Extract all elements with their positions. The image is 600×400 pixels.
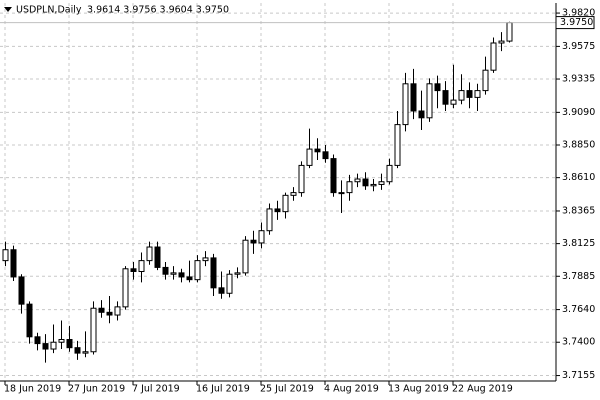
candle-body (490, 42, 497, 71)
candle-body (90, 307, 97, 353)
candle-body (10, 249, 17, 278)
x-tick-label: 16 Jul 2019 (196, 384, 250, 395)
candle-body (442, 90, 449, 105)
candle-body (306, 148, 313, 166)
x-tick-label: 7 Jul 2019 (132, 384, 180, 395)
candle-body (154, 246, 161, 268)
candle-body (42, 343, 49, 350)
candle-body (370, 183, 377, 187)
y-tick-label: 3.9090 (562, 107, 595, 118)
candle-body (226, 273, 233, 294)
candle-body (250, 239, 257, 244)
candle-body (418, 110, 425, 119)
candle-body (274, 208, 281, 213)
x-tick-label: 18 Jun 2019 (4, 384, 61, 395)
candle-body (434, 83, 441, 92)
x-tick-label: 13 Aug 2019 (388, 384, 449, 395)
candle-body (98, 307, 105, 313)
candle-body (482, 69, 489, 92)
candle-body (394, 124, 401, 166)
y-tick-label: 3.8850 (562, 140, 595, 151)
y-tick-label: 3.8610 (562, 172, 595, 183)
candle-body (466, 90, 473, 98)
candle-body (74, 347, 81, 354)
y-tick-label: 3.7885 (562, 271, 595, 282)
y-tick-label: 3.7155 (562, 370, 595, 381)
candle-body (282, 194, 289, 213)
last-price-label: 3.9750 (560, 17, 593, 28)
candle-body (202, 257, 209, 262)
candle-body (426, 83, 433, 119)
candle-body (266, 208, 273, 232)
candle-body (218, 287, 225, 294)
candle-body (18, 276, 25, 305)
x-tick-label: 27 Jun 2019 (68, 384, 125, 395)
y-tick-label: 3.7400 (562, 337, 595, 348)
y-tick-label: 3.7640 (562, 304, 595, 315)
candle-body (458, 90, 465, 101)
candle-body (506, 22, 513, 42)
candle-body (498, 40, 505, 44)
candle-body (362, 178, 369, 187)
candle-body (386, 164, 393, 183)
candle-body (162, 266, 169, 275)
candle-body (402, 83, 409, 126)
candle-body (338, 192, 345, 195)
candle-body (298, 164, 305, 194)
ohlc-label: 3.9614 3.9756 3.9604 3.9750 (87, 5, 229, 16)
candle-body (474, 90, 481, 98)
candle-body (66, 339, 73, 349)
symbol-menu-arrow[interactable] (4, 7, 12, 12)
y-tick-label: 3.8365 (562, 205, 595, 216)
candle-body (146, 246, 153, 262)
candle-body (242, 239, 249, 274)
last-price-box (555, 16, 595, 30)
candle-body (130, 268, 137, 273)
candle-body (346, 181, 353, 194)
y-tick-label: 3.9335 (562, 74, 595, 85)
x-tick-label: 22 Aug 2019 (452, 384, 513, 395)
candle-body (410, 83, 417, 112)
y-tick-label: 3.9575 (562, 41, 595, 52)
candle-body (122, 268, 129, 308)
candle-body (26, 303, 33, 338)
candle-body (170, 272, 177, 275)
candle-body (290, 192, 297, 196)
candle-body (82, 351, 89, 354)
candle-body (106, 311, 113, 316)
candle-body (234, 272, 241, 275)
candle-body (330, 158, 337, 194)
candle-body (114, 306, 121, 316)
candle-body (2, 249, 9, 262)
y-tick-label: 3.9820 (562, 8, 595, 19)
y-tick-label: 3.8125 (562, 238, 595, 249)
candle-body (178, 272, 185, 278)
candle-body (258, 230, 265, 244)
candle-body (194, 260, 201, 281)
symbol-label: USDPLN,Daily (16, 5, 82, 16)
candle-body (322, 151, 329, 160)
candle-body (354, 178, 361, 183)
candles (2, 21, 513, 363)
candle-body (50, 341, 57, 350)
candle-body (34, 336, 41, 345)
candle-body (58, 339, 65, 343)
candle-body (138, 260, 145, 273)
candle-body (210, 257, 217, 289)
candle-body (186, 276, 193, 281)
x-tick-label: 4 Aug 2019 (324, 384, 379, 395)
x-tick-label: 25 Jul 2019 (260, 384, 314, 395)
candle-body (378, 181, 385, 185)
candle-body (314, 148, 321, 153)
candle-body (450, 99, 457, 105)
